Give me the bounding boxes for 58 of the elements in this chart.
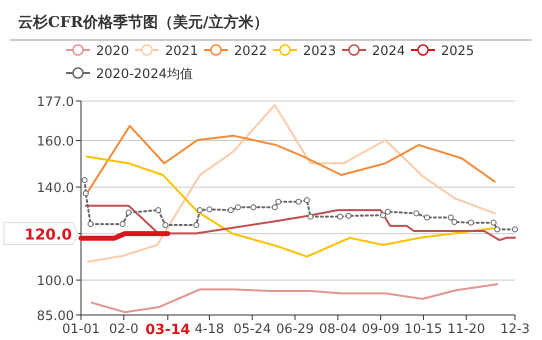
text: 03-14 [145, 322, 190, 338]
point [155, 207, 162, 214]
chart-title: 云杉CFR价格季节图（美元/立方米） [18, 13, 269, 31]
y-tick-label: 177.0 [36, 95, 74, 110]
point [206, 206, 212, 212]
x-tick-label: 09-09 [362, 322, 400, 337]
point [234, 204, 241, 210]
point [82, 190, 89, 196]
point [88, 221, 94, 228]
point [468, 220, 474, 226]
x-tick-label: 10-15 [404, 322, 442, 337]
point [346, 212, 352, 219]
legend-label: 2024 [372, 44, 406, 59]
line-series [90, 283, 498, 314]
line-series [87, 104, 496, 263]
point [196, 207, 203, 214]
legend-label: 2020 [96, 44, 130, 59]
point [126, 210, 132, 216]
point [380, 212, 386, 218]
point [228, 207, 234, 214]
point [193, 222, 200, 228]
x-tick-label: 08-04 [318, 322, 357, 337]
point [384, 208, 391, 215]
y-tick-label: 85.00 [36, 309, 74, 324]
x-tick-label: 12-3 [500, 322, 530, 337]
point [272, 204, 278, 210]
x-tick-label: 11-20 [447, 322, 486, 337]
point [162, 222, 168, 228]
x-tick-label: 05-24 [233, 322, 272, 337]
line-series [84, 204, 516, 242]
text: 120.0 [24, 226, 72, 244]
x-tick-label: 06-29 [276, 322, 314, 337]
point [448, 214, 454, 221]
point [512, 226, 518, 232]
legend-label: 2022 [234, 44, 268, 59]
point [490, 220, 497, 226]
legend-label: 2021 [165, 44, 198, 59]
point [82, 177, 88, 184]
point [451, 218, 458, 225]
legend-label: 2025 [441, 44, 474, 59]
y-tick-label: 140.0 [36, 181, 74, 196]
point [307, 214, 314, 220]
point [275, 198, 282, 205]
y-tick-label: 160.0 [36, 134, 74, 150]
point [494, 226, 500, 232]
y-tick-label: 100.0 [36, 274, 74, 290]
point [120, 221, 126, 228]
point [413, 210, 420, 216]
point [304, 197, 310, 204]
point [337, 214, 344, 220]
x-tick-label: 01-01 [62, 322, 100, 337]
point [424, 214, 430, 221]
legend-label: 2023 [303, 44, 336, 59]
point [296, 198, 302, 205]
point [250, 204, 256, 210]
legend-label: 2020-2024均值 [96, 67, 193, 82]
x-tick-label: 02-0 [109, 322, 139, 337]
x-tick-label: 4-18 [194, 322, 224, 337]
